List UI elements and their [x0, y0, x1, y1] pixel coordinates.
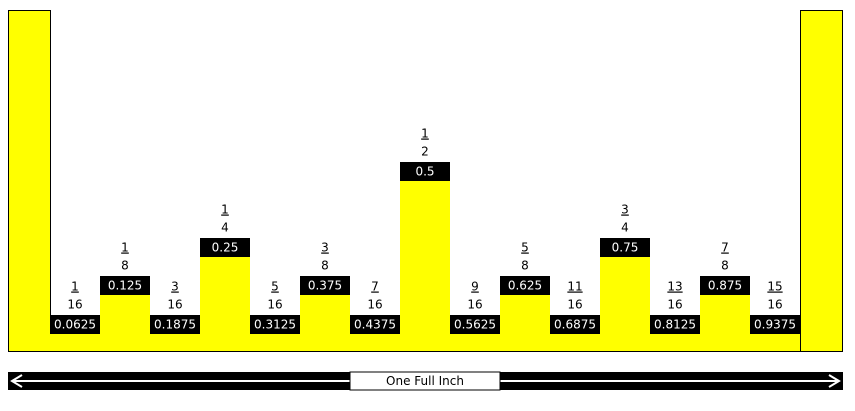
numerator: 9: [471, 280, 479, 294]
decimal-box: [600, 238, 650, 257]
denominator: 16: [67, 298, 82, 312]
decimal-box: [50, 315, 100, 334]
decimal-label: 0.6875: [554, 318, 596, 332]
inch-label: One Full Inch: [386, 374, 464, 388]
numerator: 1: [121, 241, 129, 255]
decimal-label: 0.8125: [654, 318, 696, 332]
left-post: [8, 10, 51, 352]
decimal-label: 0.9375: [754, 318, 796, 332]
numerator: 11: [567, 280, 582, 294]
decimal-label: 0.1875: [154, 318, 196, 332]
denominator: 8: [321, 259, 329, 273]
numerator: 1: [421, 127, 429, 141]
denominator: 16: [467, 298, 482, 312]
denominator: 16: [367, 298, 382, 312]
inch-label-box: [349, 371, 501, 391]
decimal-box: [200, 238, 250, 257]
decimal-box: [450, 315, 500, 334]
tick-bar: [400, 162, 450, 352]
numerator: 5: [271, 280, 279, 294]
right-post: [800, 10, 843, 352]
numerator: 3: [621, 203, 629, 217]
decimal-label: 0.25: [212, 241, 239, 255]
numerator: 1: [221, 203, 229, 217]
decimal-label: 0.4375: [354, 318, 396, 332]
numerator: 5: [521, 241, 529, 255]
denominator: 16: [667, 298, 682, 312]
denominator: 16: [567, 298, 582, 312]
decimal-box: [500, 276, 550, 295]
numerator: 15: [767, 280, 782, 294]
decimal-box: [400, 162, 450, 181]
decimal-label: 0.5625: [454, 318, 496, 332]
numerator: 3: [171, 280, 179, 294]
denominator: 4: [621, 221, 629, 235]
decimal-box: [650, 315, 700, 334]
decimal-label: 0.875: [708, 279, 742, 293]
decimal-label: 0.3125: [254, 318, 296, 332]
denominator: 8: [721, 259, 729, 273]
decimal-label: 0.75: [612, 241, 639, 255]
numerator: 7: [371, 280, 379, 294]
arrow-head-left: [10, 374, 23, 388]
numerator: 13: [667, 280, 682, 294]
decimal-box: [100, 276, 150, 295]
decimal-box: [250, 315, 300, 334]
decimal-label: 0.0625: [54, 318, 96, 332]
decimal-box: [750, 315, 800, 334]
decimal-label: 0.375: [308, 279, 342, 293]
denominator: 2: [421, 145, 429, 159]
numerator: 3: [321, 241, 329, 255]
decimal-box: [700, 276, 750, 295]
denominator: 16: [167, 298, 182, 312]
denominator: 8: [121, 259, 129, 273]
denominator: 4: [221, 221, 229, 235]
numerator: 1: [71, 280, 79, 294]
numerator: 7: [721, 241, 729, 255]
denominator: 16: [767, 298, 782, 312]
decimal-box: [550, 315, 600, 334]
arrow-head-right: [828, 374, 841, 388]
decimal-label: 0.125: [108, 279, 142, 293]
decimal-box: [300, 276, 350, 295]
decimal-box: [350, 315, 400, 334]
decimal-label: 0.5: [415, 165, 434, 179]
denominator: 16: [267, 298, 282, 312]
decimal-label: 0.625: [508, 279, 542, 293]
denominator: 8: [521, 259, 529, 273]
decimal-box: [150, 315, 200, 334]
